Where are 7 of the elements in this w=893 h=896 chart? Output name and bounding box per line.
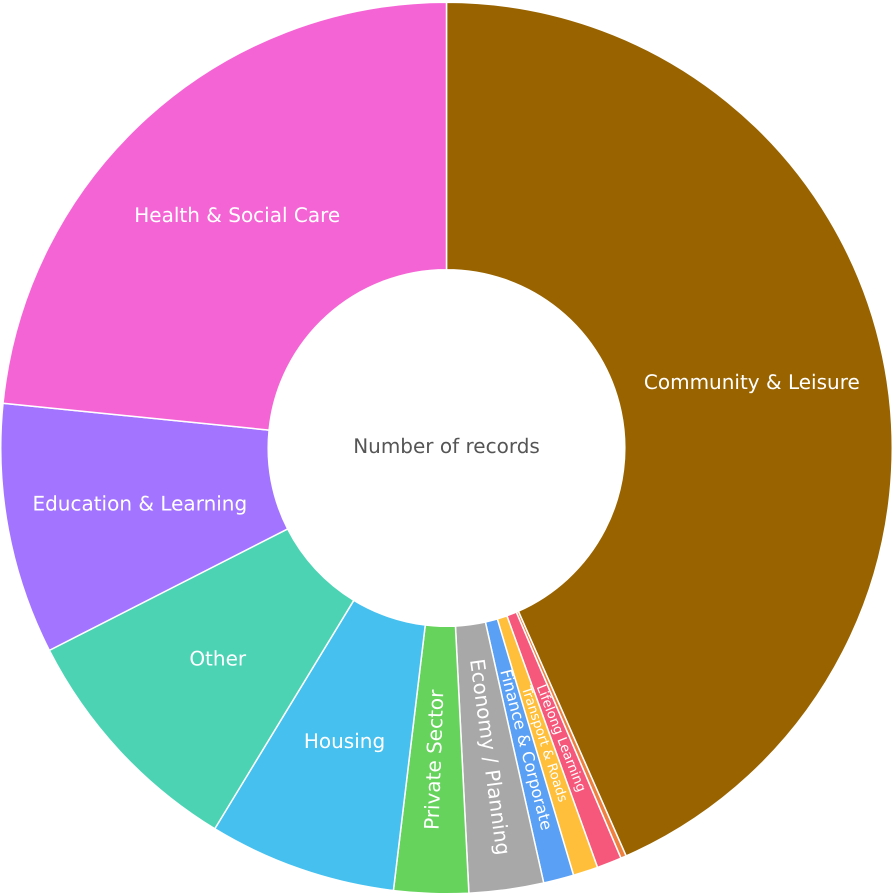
text: Number of records xyxy=(353,434,540,458)
slice-label: Other xyxy=(189,646,247,670)
slice-label: Community & Leisure xyxy=(644,370,860,394)
slice-label: Private Sector xyxy=(420,688,448,830)
slice-label: Health & Social Care xyxy=(134,202,340,227)
slice-label: Housing xyxy=(304,729,386,754)
slice-label: Education & Learning xyxy=(32,492,248,516)
